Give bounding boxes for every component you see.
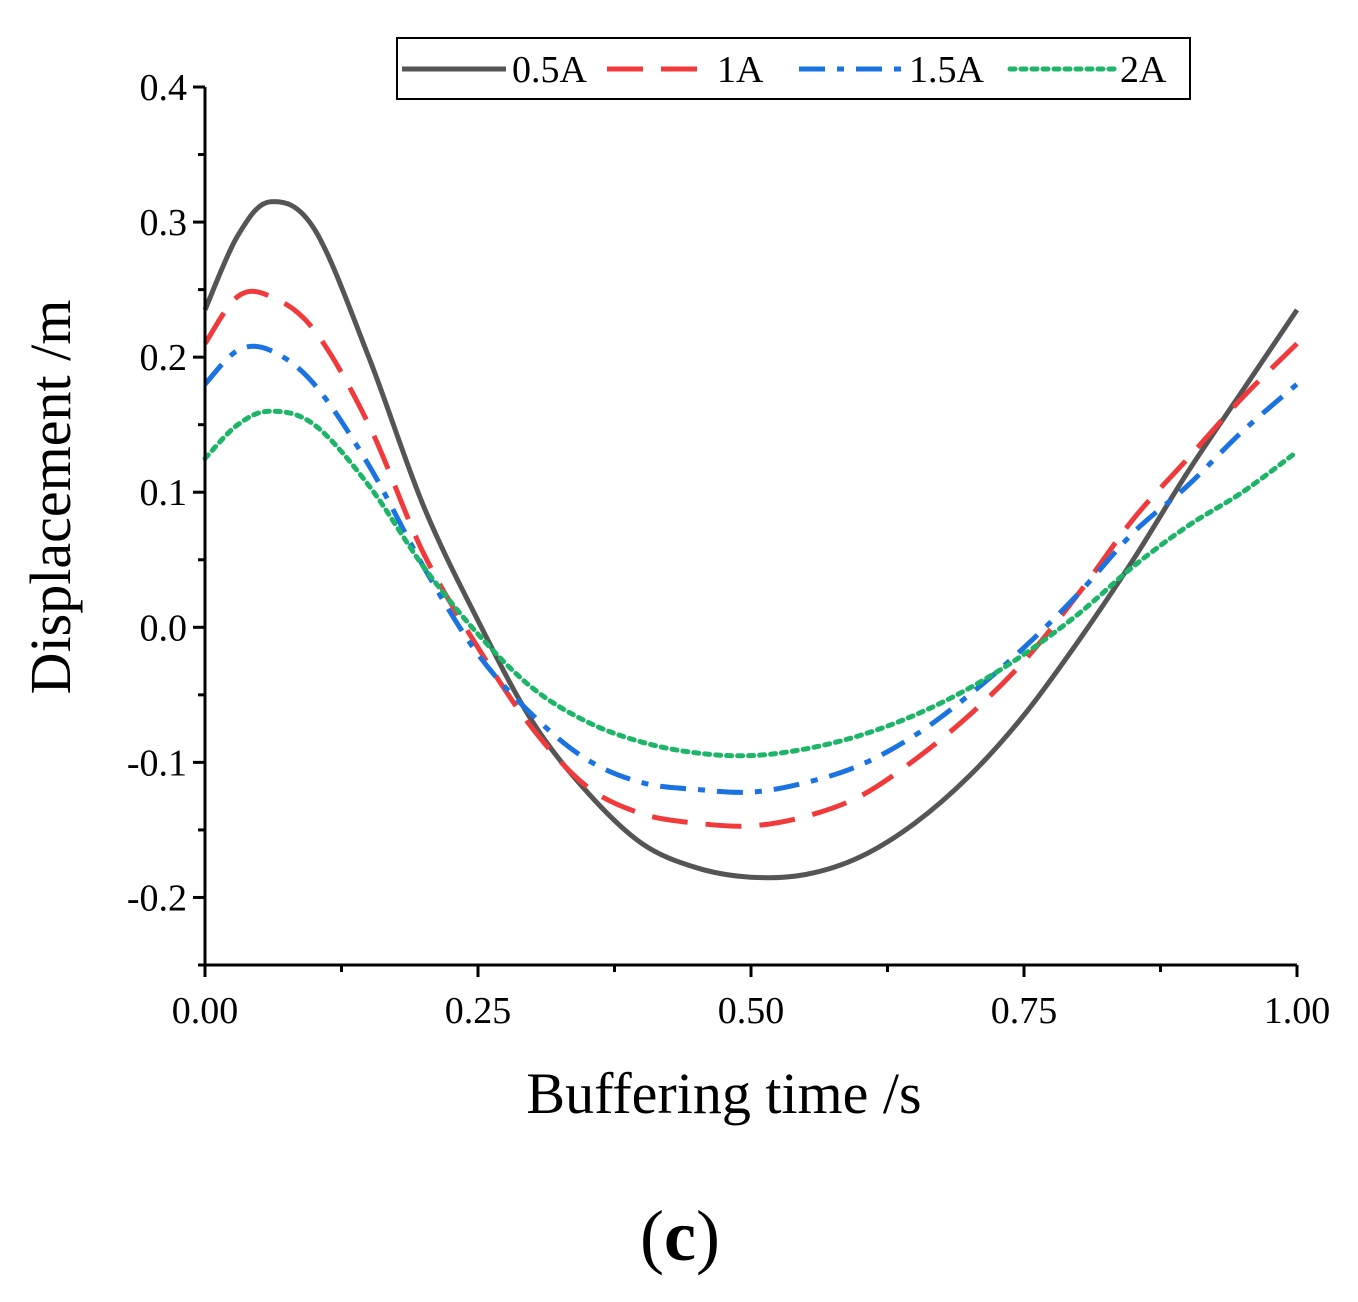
- y-tick-label: 0.1: [140, 472, 188, 514]
- series-line-1: [202, 288, 1299, 829]
- legend-label-0: 0.5A: [512, 49, 588, 91]
- legend: 0.5A 1A 1.5A 2A: [396, 37, 1191, 100]
- series-layer: [202, 199, 1300, 881]
- legend-label-3: 2A: [1120, 49, 1167, 91]
- y-tick-label: -0.2: [127, 877, 187, 919]
- legend-label-1: 1A: [717, 49, 764, 91]
- panel-label-open: (: [640, 1196, 664, 1276]
- x-ticks: 0.00 0.25 0.50 0.75 1.00: [172, 965, 1331, 1032]
- series-line-2: [203, 343, 1299, 795]
- x-axis-title: Buffering time /s: [526, 1061, 921, 1126]
- x-tick-label: 0.50: [718, 990, 785, 1032]
- y-axis-title: Displacement /m: [18, 300, 83, 695]
- x-tick-label: 0.25: [445, 990, 512, 1032]
- x-tick-label: 1.00: [1264, 990, 1331, 1032]
- series-line-3: [202, 408, 1300, 759]
- y-ticks: -0.2 -0.1 0.0 0.1 0.2 0.3 0.4: [127, 67, 205, 967]
- panel-label-close: ): [696, 1196, 720, 1276]
- y-tick-label: 0.0: [140, 607, 188, 649]
- y-tick-label: 0.2: [140, 337, 188, 379]
- y-tick-label: -0.1: [127, 742, 187, 784]
- panel-label-letter: c: [664, 1196, 696, 1276]
- x-tick-label: 0.75: [991, 990, 1058, 1032]
- axes: 0.00 0.25 0.50 0.75 1.00 -0.2 -0.1 0.0 0.1 0.2 0.…: [127, 67, 1330, 1032]
- x-tick-label: 0.00: [172, 990, 239, 1032]
- series-line-0: [202, 199, 1300, 881]
- panel-label: (c): [640, 1196, 720, 1276]
- legend-label-2: 1.5A: [909, 49, 985, 91]
- y-tick-label: 0.3: [140, 202, 188, 244]
- y-tick-label: 0.4: [140, 67, 188, 109]
- legend-items: 0.5A 1A 1.5A 2A: [402, 49, 1167, 91]
